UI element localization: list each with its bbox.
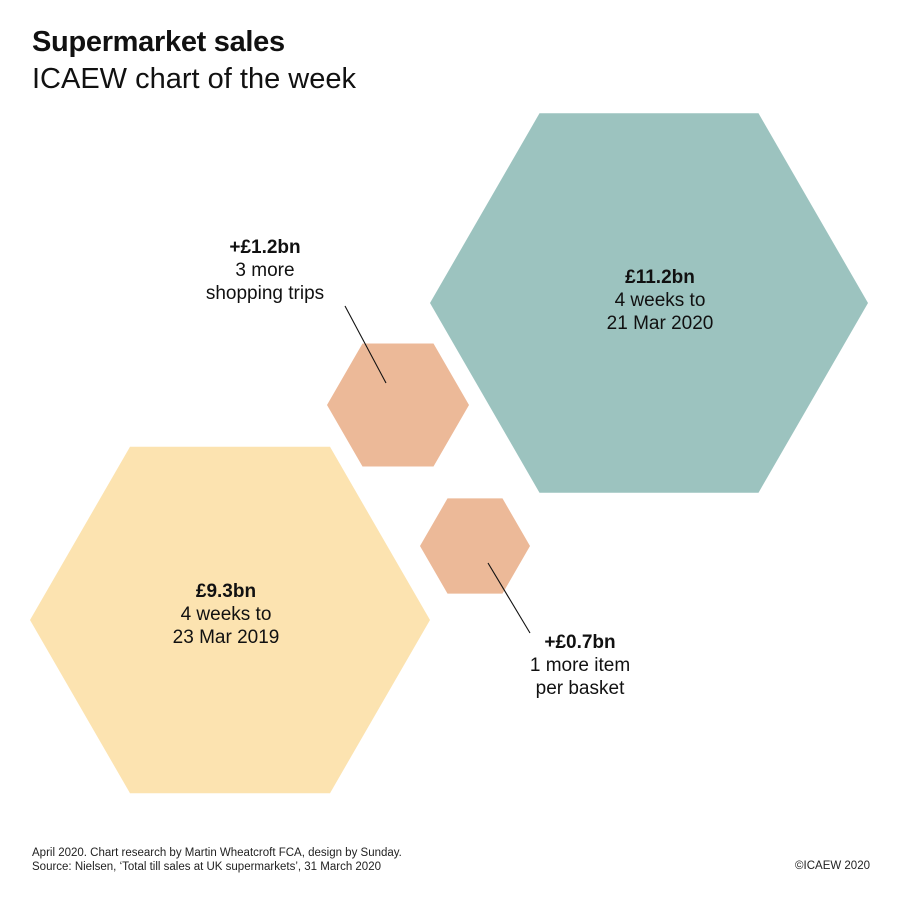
description-line: 23 Mar 2019 xyxy=(173,627,280,648)
hexagon-more-items xyxy=(420,498,530,594)
description-line: shopping trips xyxy=(206,283,324,304)
value-label: +£0.7bn xyxy=(544,632,615,653)
value-label: +£1.2bn xyxy=(229,237,300,258)
description-line: 21 Mar 2020 xyxy=(607,313,714,334)
leader-line-more-items xyxy=(487,562,531,634)
value-label: £9.3bn xyxy=(196,581,256,602)
data-label-more-items: +£0.7bn 1 more item per basket xyxy=(530,632,630,699)
footer-source: Source: Nielsen, ‘Total till sales at UK… xyxy=(32,861,381,873)
footer-notes: April 2020. Chart research by Martin Whe… xyxy=(32,846,402,874)
description-line: 1 more item xyxy=(530,655,630,676)
data-label-sales-2019: £9.3bn 4 weeks to 23 Mar 2019 xyxy=(173,581,280,648)
description-line: 4 weeks to xyxy=(615,290,706,311)
description-line: 4 weeks to xyxy=(181,604,272,625)
chart-title: Supermarket sales xyxy=(32,26,285,58)
description-line: per basket xyxy=(536,678,625,699)
leader-line-more-trips xyxy=(344,305,387,384)
hexagon-sales-2019 xyxy=(30,446,430,794)
footer-credits: April 2020. Chart research by Martin Whe… xyxy=(32,847,402,859)
copyright: ©ICAEW 2020 xyxy=(795,860,870,872)
data-label-sales-2020: £11.2bn 4 weeks to 21 Mar 2020 xyxy=(607,267,714,334)
hexagon-sales-2020 xyxy=(430,113,868,493)
data-label-more-trips: +£1.2bn 3 more shopping trips xyxy=(206,237,324,304)
hexagon-more-trips xyxy=(327,343,469,467)
chart-subtitle: ICAEW chart of the week xyxy=(32,63,356,95)
description-line: 3 more xyxy=(235,260,294,281)
value-label: £11.2bn xyxy=(625,267,695,288)
